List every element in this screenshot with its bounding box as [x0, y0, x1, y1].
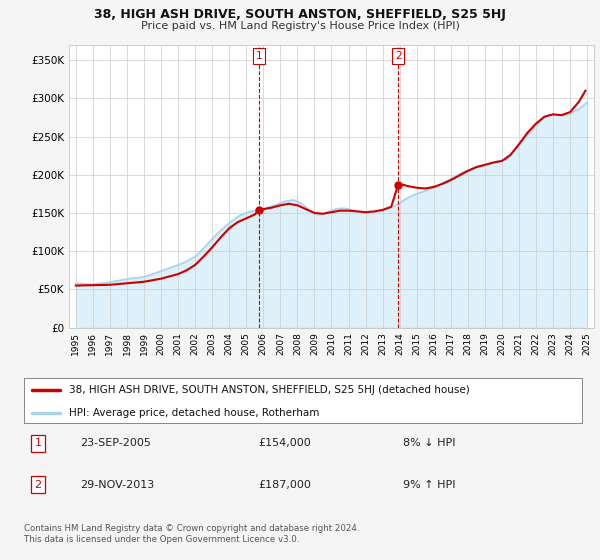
Text: 2: 2	[34, 480, 41, 490]
Text: 2: 2	[395, 51, 401, 61]
Text: 1: 1	[34, 438, 41, 449]
Text: Price paid vs. HM Land Registry's House Price Index (HPI): Price paid vs. HM Land Registry's House …	[140, 21, 460, 31]
Text: 38, HIGH ASH DRIVE, SOUTH ANSTON, SHEFFIELD, S25 5HJ (detached house): 38, HIGH ASH DRIVE, SOUTH ANSTON, SHEFFI…	[68, 385, 469, 395]
Text: £187,000: £187,000	[259, 480, 311, 490]
Text: 29-NOV-2013: 29-NOV-2013	[80, 480, 154, 490]
Text: 23-SEP-2005: 23-SEP-2005	[80, 438, 151, 449]
Text: Contains HM Land Registry data © Crown copyright and database right 2024.
This d: Contains HM Land Registry data © Crown c…	[24, 524, 359, 544]
Text: 38, HIGH ASH DRIVE, SOUTH ANSTON, SHEFFIELD, S25 5HJ: 38, HIGH ASH DRIVE, SOUTH ANSTON, SHEFFI…	[94, 8, 506, 21]
Text: 8% ↓ HPI: 8% ↓ HPI	[403, 438, 456, 449]
Text: 9% ↑ HPI: 9% ↑ HPI	[403, 480, 456, 490]
Text: £154,000: £154,000	[259, 438, 311, 449]
Text: HPI: Average price, detached house, Rotherham: HPI: Average price, detached house, Roth…	[68, 408, 319, 418]
Text: 1: 1	[256, 51, 262, 61]
